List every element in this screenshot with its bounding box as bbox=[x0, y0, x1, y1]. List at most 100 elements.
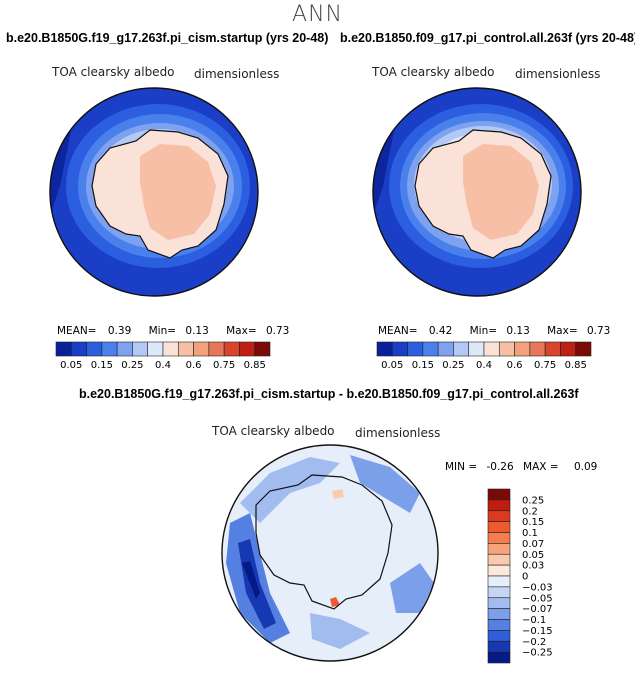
panel3-antarctica-outline bbox=[255, 474, 393, 610]
panel2-colorbar: 0.050.150.250.40.60.750.850.95 bbox=[376, 341, 592, 371]
panel2-colorbar-tick-label: 0.85 bbox=[565, 360, 587, 371]
panel3-strongest-negative bbox=[242, 561, 260, 599]
panel1-colorbar: 0.050.150.250.40.60.750.850.95 bbox=[55, 341, 271, 371]
panel3-units-label: dimensionless bbox=[355, 426, 441, 440]
panel3-negative-region-north bbox=[240, 457, 340, 523]
panel1-colorbar-swatch bbox=[177, 341, 194, 357]
panel1-max-value: 0.73 bbox=[265, 325, 290, 337]
panel3-negative-region-south bbox=[310, 613, 370, 649]
panel2-colorbar-swatch bbox=[529, 341, 546, 357]
panel3-colorbar-swatch bbox=[487, 651, 511, 664]
panel3-colorbar-swatch bbox=[487, 640, 511, 653]
panel1-min-value: 0.13 bbox=[185, 325, 209, 337]
panel3-colorbar-swatch bbox=[487, 608, 511, 620]
panel1-colorbar-tick-label: 0.4 bbox=[155, 360, 171, 371]
panel2-colorbar-swatch bbox=[468, 341, 485, 357]
panel3-colorbar-tick-label: −0.15 bbox=[522, 626, 553, 637]
panel1-colorbar-tick-label: 0.25 bbox=[121, 360, 143, 371]
panel3-colorbar-tick-label: 0.07 bbox=[522, 539, 544, 550]
panel3-colorbar-tick-label: −0.05 bbox=[522, 593, 553, 604]
panel3-positive-region bbox=[330, 597, 340, 607]
panel2-colorbar-tick-label: 0.05 bbox=[381, 360, 403, 371]
panel3-colorbar-tick-label: 0.03 bbox=[522, 561, 544, 572]
panel3-max-value: 0.09 bbox=[573, 461, 598, 473]
panel1-min-label: Min= bbox=[148, 325, 177, 337]
panel2-colorbar-swatch bbox=[437, 341, 454, 357]
panel2-colorbar-swatch bbox=[407, 341, 424, 357]
panel3-colorbar-tick-label: 0.05 bbox=[522, 550, 544, 561]
panel1-colorbar-swatch bbox=[132, 341, 149, 357]
panel3-max-label: MAX = bbox=[523, 461, 559, 473]
panel3-colorbar-swatch bbox=[487, 553, 511, 566]
panel1-colorbar-swatch bbox=[239, 341, 256, 357]
panel1-colorbar-swatch bbox=[70, 341, 87, 357]
panel3-colorbar-swatch bbox=[487, 488, 511, 501]
panel1-colorbar-swatch bbox=[55, 341, 72, 357]
panel3-colorbar-swatch bbox=[487, 543, 511, 555]
panel2-colorbar-swatch bbox=[422, 341, 439, 357]
panel3-colorbar-tick-label: 0.15 bbox=[522, 517, 544, 528]
panel1-title: b.e20.B1850G.f19_g17.263f.pi_cism.startu… bbox=[6, 31, 329, 45]
panel1-colorbar-swatch bbox=[162, 341, 179, 357]
panel2-title: b.e20.B1850.f09_g17.pi_control.all.263f … bbox=[340, 31, 635, 45]
panel1-polar-map bbox=[49, 87, 259, 297]
panel1-colorbar-swatch bbox=[193, 341, 210, 357]
panel3-colorbar-swatch bbox=[487, 510, 511, 522]
panel1-colorbar-tick-label: 0.6 bbox=[186, 360, 202, 371]
panel1-stats: MEAN= 0.39 Min= 0.13 Max= 0.73 bbox=[57, 325, 289, 337]
panel3-polar-map bbox=[221, 444, 439, 662]
panel2-polar-map bbox=[372, 87, 582, 297]
panel3-colorbar-tick-label: −0.03 bbox=[522, 582, 553, 593]
panel3-colorbar-swatch bbox=[487, 575, 511, 588]
panel2-colorbar-tick-label: 0.6 bbox=[507, 360, 523, 371]
panel2-mean-label: MEAN= bbox=[378, 325, 418, 337]
panel2-colorbar-swatch bbox=[453, 341, 470, 357]
panel3-colorbar-tick-label: 0 bbox=[522, 572, 528, 583]
panel3-colorbar-tick-label: −0.1 bbox=[522, 615, 546, 626]
panel3-variable-label: TOA clearsky albedo bbox=[212, 424, 335, 438]
panel2-colorbar-swatch bbox=[514, 341, 531, 357]
panel2-min-value: 0.13 bbox=[506, 325, 530, 337]
panel2-max-value: 0.73 bbox=[586, 325, 611, 337]
panel3-negative-region-east bbox=[390, 563, 434, 613]
panel1-max-label: Max= bbox=[226, 325, 257, 337]
panel2-colorbar-tick-label: 0.75 bbox=[534, 360, 556, 371]
panel1-mean-label: MEAN= bbox=[57, 325, 97, 337]
panel1-colorbar-tick-label: 0.85 bbox=[244, 360, 266, 371]
panel3-colorbar-swatch bbox=[487, 597, 511, 609]
panel1-colorbar-tick-label: 0.75 bbox=[213, 360, 235, 371]
panel3-title: b.e20.B1850G.f19_g17.263f.pi_cism.startu… bbox=[79, 387, 579, 401]
panel2-max-label: Max= bbox=[547, 325, 578, 337]
panel1-colorbar-swatch bbox=[254, 341, 271, 357]
panel2-min-label: Min= bbox=[469, 325, 498, 337]
panel1-colorbar-swatch bbox=[101, 341, 118, 357]
panel2-colorbar-tick-label: 0.25 bbox=[442, 360, 464, 371]
panel3-colorbar-swatch bbox=[487, 586, 511, 599]
panel1-colorbar-swatch bbox=[86, 341, 103, 357]
panel2-colorbar-tick-label: 0.4 bbox=[476, 360, 492, 371]
panel2-units-label: dimensionless bbox=[515, 67, 601, 81]
panel1-colorbar-tick-label: 0.05 bbox=[60, 360, 82, 371]
panel2-variable-label: TOA clearsky albedo bbox=[372, 65, 495, 79]
panel2-colorbar-swatch bbox=[575, 341, 592, 357]
panel3-negative-region-northeast bbox=[350, 455, 420, 513]
panel3-colorbar-swatch bbox=[487, 532, 511, 544]
panel1-plateau-fill bbox=[140, 144, 216, 240]
panel3-colorbar-tick-label: −0.25 bbox=[522, 648, 553, 659]
panel3-stats: MIN = -0.26 MAX = 0.09 bbox=[445, 461, 597, 473]
panel2-colorbar-swatch bbox=[376, 341, 393, 357]
panel2-colorbar-swatch bbox=[391, 341, 408, 357]
panel1-colorbar-swatch bbox=[116, 341, 133, 357]
panel3-colorbar-tick-label: 0.1 bbox=[522, 528, 538, 539]
panel1-colorbar-tick-label: 0.15 bbox=[91, 360, 113, 371]
panel3-colorbar-tick-label: 0.2 bbox=[522, 506, 538, 517]
panel3-min-value: -0.26 bbox=[486, 461, 514, 473]
panel1-colorbar-swatch bbox=[223, 341, 240, 357]
panel3-colorbar-tick-label: −0.07 bbox=[522, 604, 553, 615]
panel1-mean-value: 0.39 bbox=[107, 325, 132, 337]
panel1-colorbar-swatch bbox=[208, 341, 225, 357]
panel3-colorbar: 0.250.20.150.10.070.050.030−0.03−0.05−0.… bbox=[487, 488, 553, 664]
panel3-colorbar-swatch bbox=[487, 630, 511, 642]
panel3-slight-positive bbox=[332, 489, 344, 499]
panel2-colorbar-tick-label: 0.15 bbox=[412, 360, 434, 371]
